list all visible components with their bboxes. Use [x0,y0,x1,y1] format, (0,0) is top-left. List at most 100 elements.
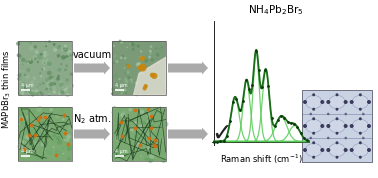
Circle shape [69,53,74,57]
Circle shape [312,141,315,144]
Circle shape [112,155,114,158]
Circle shape [115,82,119,86]
Circle shape [29,90,33,95]
Circle shape [156,57,158,59]
Circle shape [28,59,33,64]
Circle shape [124,80,128,84]
Circle shape [21,120,25,125]
Circle shape [362,137,364,139]
Circle shape [67,139,69,142]
Circle shape [22,117,25,119]
Circle shape [67,157,70,161]
Circle shape [162,62,164,64]
Circle shape [123,153,127,157]
Circle shape [164,90,166,92]
Circle shape [143,86,147,90]
Circle shape [359,117,362,120]
Circle shape [116,153,122,159]
Text: 4 μm: 4 μm [21,82,34,88]
Circle shape [139,56,144,60]
Circle shape [120,93,123,95]
Circle shape [147,113,151,118]
Circle shape [32,126,37,132]
Text: ✓: ✓ [212,122,232,146]
Circle shape [42,148,48,153]
Circle shape [39,83,42,86]
Circle shape [326,148,330,152]
Text: NH$_4$Pb$_2$Br$_5$: NH$_4$Pb$_2$Br$_5$ [248,3,304,17]
Circle shape [120,83,123,87]
Circle shape [142,121,146,124]
Circle shape [137,62,141,66]
Circle shape [359,108,362,111]
Circle shape [160,151,164,155]
Circle shape [310,113,312,115]
Circle shape [46,58,48,61]
Circle shape [149,140,151,142]
Circle shape [121,111,125,115]
Circle shape [140,56,145,61]
Circle shape [140,71,144,75]
Circle shape [21,74,23,76]
Circle shape [65,55,68,58]
Circle shape [42,67,45,70]
Ellipse shape [352,143,369,157]
Circle shape [17,77,20,81]
Text: MAPbBr$_3$ thin films: MAPbBr$_3$ thin films [1,49,13,129]
Circle shape [40,92,43,96]
Circle shape [124,72,127,74]
Circle shape [50,82,54,87]
Circle shape [124,129,129,134]
Circle shape [157,70,159,72]
Circle shape [161,47,163,49]
Circle shape [47,150,52,155]
Circle shape [127,64,130,67]
Circle shape [50,108,53,111]
Circle shape [56,136,60,140]
Circle shape [36,106,42,112]
Circle shape [336,93,339,96]
Circle shape [120,137,124,141]
Circle shape [113,45,115,47]
Circle shape [162,41,164,43]
Circle shape [144,157,148,161]
Circle shape [56,77,60,81]
Circle shape [67,56,69,57]
Circle shape [59,82,64,87]
Circle shape [64,44,67,48]
Circle shape [112,87,115,91]
Circle shape [344,100,348,104]
Circle shape [57,46,60,49]
Circle shape [157,61,160,64]
Text: 4 μm: 4 μm [115,82,128,88]
Circle shape [130,42,134,45]
Circle shape [24,155,28,158]
Circle shape [67,127,71,130]
Circle shape [66,51,71,55]
Circle shape [45,44,48,47]
Circle shape [111,111,113,114]
Circle shape [116,135,121,141]
Circle shape [30,80,34,85]
Circle shape [24,135,28,139]
Circle shape [158,84,161,86]
Circle shape [157,77,159,79]
Circle shape [150,114,156,119]
Circle shape [320,100,324,104]
Circle shape [138,65,143,70]
Circle shape [64,139,67,141]
Circle shape [25,75,30,79]
Circle shape [312,132,315,135]
Circle shape [159,61,162,64]
Circle shape [70,72,73,76]
Circle shape [118,40,122,43]
Circle shape [136,63,139,66]
Circle shape [114,74,118,78]
Circle shape [140,144,144,147]
Circle shape [114,55,116,57]
Circle shape [67,146,72,151]
Circle shape [155,77,157,80]
Circle shape [143,91,146,94]
Circle shape [64,49,66,50]
Circle shape [359,132,362,135]
